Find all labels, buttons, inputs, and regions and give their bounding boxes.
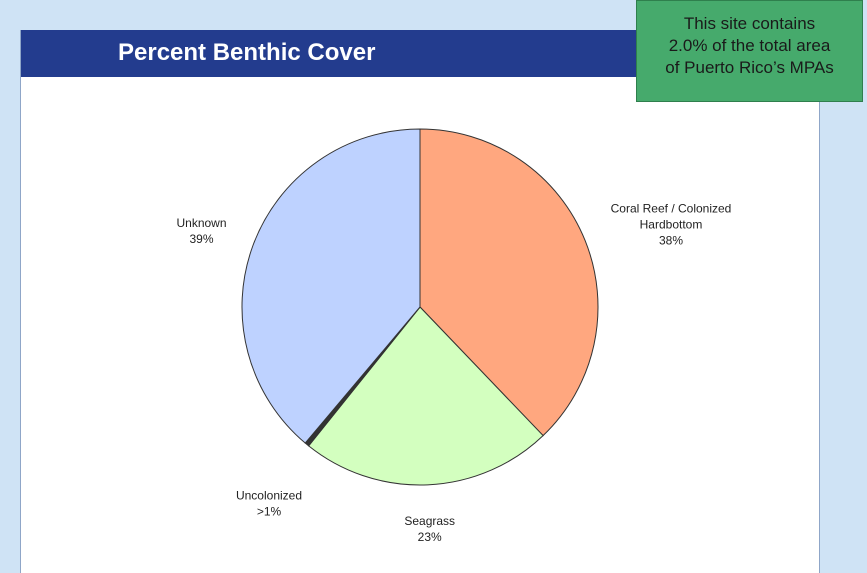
area-callout-box: This site contains 2.0% of the total are… [636,0,863,102]
callout-line-3: of Puerto Rico’s MPAs [665,58,834,77]
pie-slice-coral-reef [419,128,599,437]
pie-label-uncolonized: Uncolonized >1% [236,488,302,518]
callout-line-1: This site contains [683,14,816,33]
pie-label-percent: 39% [189,232,213,246]
pie-label-unknown: Unknown 39% [176,216,226,246]
callout-line-2: 2.0% of the total area [668,36,831,55]
page-title: Percent Benthic Cover [118,39,376,66]
pie-label-coral-reef: Coral Reef / Colonized Hardbottom 38% [611,201,732,247]
pie-label-name: Unknown [176,216,226,230]
pie-label-percent: >1% [257,504,282,518]
pie-label-name: Hardbottom [640,217,703,231]
pie-label-percent: 38% [659,233,683,247]
pie-labels: Coral Reef / Colonized Hardbottom 38% Seagr… [176,201,732,544]
pie-slice-unknown [241,128,421,444]
pie-label-name: Uncolonized [236,488,302,502]
pie-label-name: Coral Reef / Colonized [611,201,732,215]
pie-label-name: Seagrass [404,514,455,528]
pie-label-percent: 23% [418,530,442,544]
pie-label-seagrass: Seagrass 23% [404,514,455,544]
pie-slice-seagrass [307,306,544,486]
pie-slices [241,128,599,486]
